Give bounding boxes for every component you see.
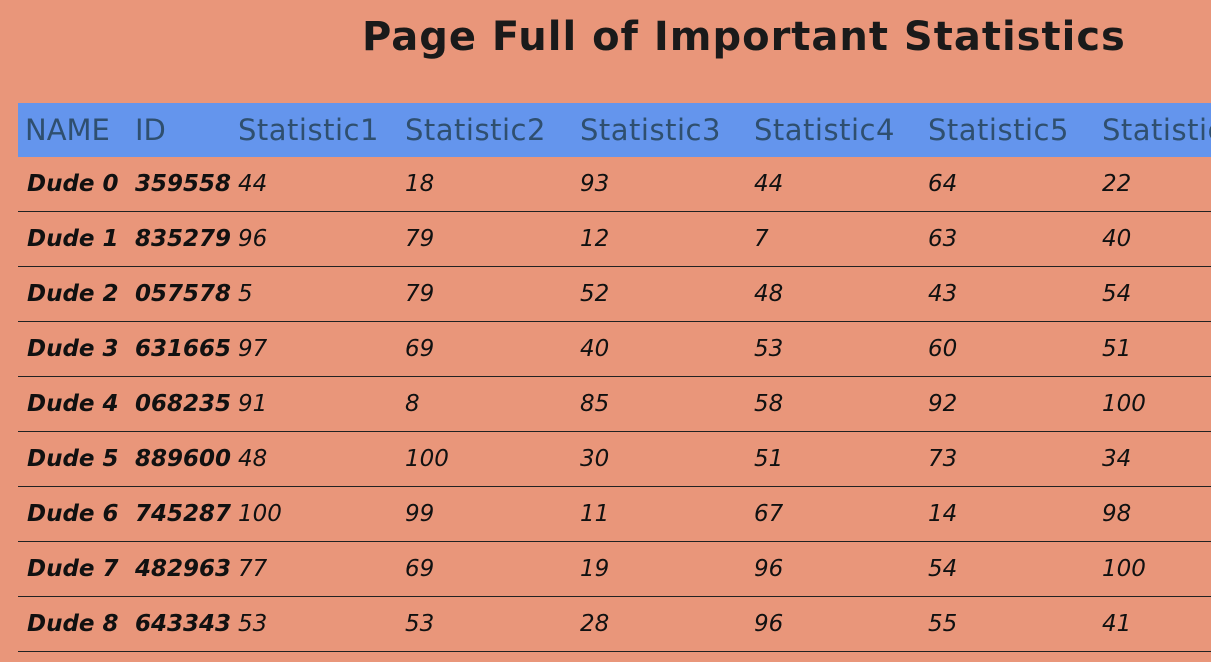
table-cell: 77 (238, 556, 268, 582)
table-cell: 835279 (135, 226, 232, 252)
table-cell: 69 (405, 556, 435, 582)
table-cell: 30 (580, 446, 610, 472)
table-row: Dude 5 889600 48 100 30 51 73 34 (18, 432, 1211, 487)
table-cell: 068235 (135, 391, 232, 417)
table-cell: 482963 (135, 556, 232, 582)
column-header: NAME (25, 113, 110, 147)
table-cell: Dude 7 (27, 556, 119, 582)
table-cell: 28 (580, 611, 610, 637)
page-title: Page Full of Important Statistics (362, 14, 1126, 60)
table-cell: Dude 5 (27, 446, 119, 472)
table-cell: Dude 6 (27, 501, 119, 527)
table-cell: 58 (754, 391, 784, 417)
table-cell: 22 (1102, 171, 1132, 197)
table-row: Dude 8 643343 53 53 28 96 55 41 (18, 597, 1211, 652)
table-cell: 53 (754, 336, 784, 362)
table-cell: 64 (928, 171, 958, 197)
column-header: Statistic1 (238, 113, 379, 147)
table-cell: 51 (754, 446, 784, 472)
table-cell: 43 (928, 281, 958, 307)
table-cell: 73 (928, 446, 958, 472)
table-cell: 54 (1102, 281, 1132, 307)
table-cell: 52 (580, 281, 610, 307)
column-header: Statistic5 (928, 113, 1069, 147)
stats-table: NAME ID Statistic1 Statistic2 Statistic3 Stat… (18, 103, 1211, 652)
table-cell: 53 (238, 611, 268, 637)
table-cell: 631665 (135, 336, 232, 362)
column-header: ID (135, 113, 166, 147)
table-cell: 98 (1102, 501, 1132, 527)
table-cell: 44 (238, 171, 268, 197)
table-cell: 44 (754, 171, 784, 197)
table-cell: 100 (1102, 391, 1146, 417)
header-row: NAME ID Statistic1 Statistic2 Statistic3 Stat… (18, 103, 1211, 157)
table-cell: 96 (754, 556, 784, 582)
table-cell: 7 (754, 226, 769, 252)
table-cell: 19 (580, 556, 610, 582)
table-cell: 359558 (135, 171, 232, 197)
table-cell: 51 (1102, 336, 1132, 362)
table-row: Dude 0 359558 44 18 93 44 64 22 (18, 157, 1211, 212)
table-cell: Dude 0 (27, 171, 119, 197)
table-cell: 85 (580, 391, 610, 417)
table-cell: Dude 8 (27, 611, 119, 637)
column-header: Statistic6 (1102, 113, 1211, 147)
table-row: Dude 7 482963 77 69 19 96 54 100 (18, 542, 1211, 597)
table-cell: 93 (580, 171, 610, 197)
column-header: Statistic2 (405, 113, 546, 147)
table-cell: 53 (405, 611, 435, 637)
table-cell: 63 (928, 226, 958, 252)
table-cell: 48 (238, 446, 268, 472)
table-row: Dude 6 745287 100 99 11 67 14 98 (18, 487, 1211, 542)
table-row: Dude 2 057578 5 79 52 48 43 54 (18, 267, 1211, 322)
table-row: Dude 3 631665 97 69 40 53 60 51 (18, 322, 1211, 377)
table-cell: 79 (405, 281, 435, 307)
table-cell: 92 (928, 391, 958, 417)
table-cell: 67 (754, 501, 784, 527)
table-cell: Dude 1 (27, 226, 119, 252)
table-cell: 5 (238, 281, 253, 307)
table-cell: 99 (405, 501, 435, 527)
table-cell: Dude 2 (27, 281, 119, 307)
table-row: Dude 1 835279 96 79 12 7 63 40 (18, 212, 1211, 267)
table-cell: Dude 3 (27, 336, 119, 362)
table-cell: 12 (580, 226, 610, 252)
table-cell: 14 (928, 501, 958, 527)
table-cell: 11 (580, 501, 610, 527)
table-cell: 97 (238, 336, 268, 362)
table-cell: 55 (928, 611, 958, 637)
column-header: Statistic3 (580, 113, 721, 147)
table-cell: 69 (405, 336, 435, 362)
column-header: Statistic4 (754, 113, 895, 147)
table-cell: 54 (928, 556, 958, 582)
table-cell: 34 (1102, 446, 1132, 472)
table-cell: 100 (238, 501, 282, 527)
table-cell: 40 (1102, 226, 1132, 252)
table-cell: 79 (405, 226, 435, 252)
table-cell: 100 (1102, 556, 1146, 582)
table-cell: 100 (405, 446, 449, 472)
table-cell: 40 (580, 336, 610, 362)
table-cell: 057578 (135, 281, 232, 307)
table-cell: 96 (238, 226, 268, 252)
table-cell: 96 (754, 611, 784, 637)
table-cell: 48 (754, 281, 784, 307)
table-cell: 91 (238, 391, 268, 417)
table-cell: 18 (405, 171, 435, 197)
table-cell: Dude 4 (27, 391, 119, 417)
table-row: Dude 4 068235 91 8 85 58 92 100 (18, 377, 1211, 432)
table-cell: 60 (928, 336, 958, 362)
table-cell: 889600 (135, 446, 232, 472)
table-cell: 643343 (135, 611, 232, 637)
table-cell: 8 (405, 391, 420, 417)
table-cell: 41 (1102, 611, 1132, 637)
table-cell: 745287 (135, 501, 232, 527)
